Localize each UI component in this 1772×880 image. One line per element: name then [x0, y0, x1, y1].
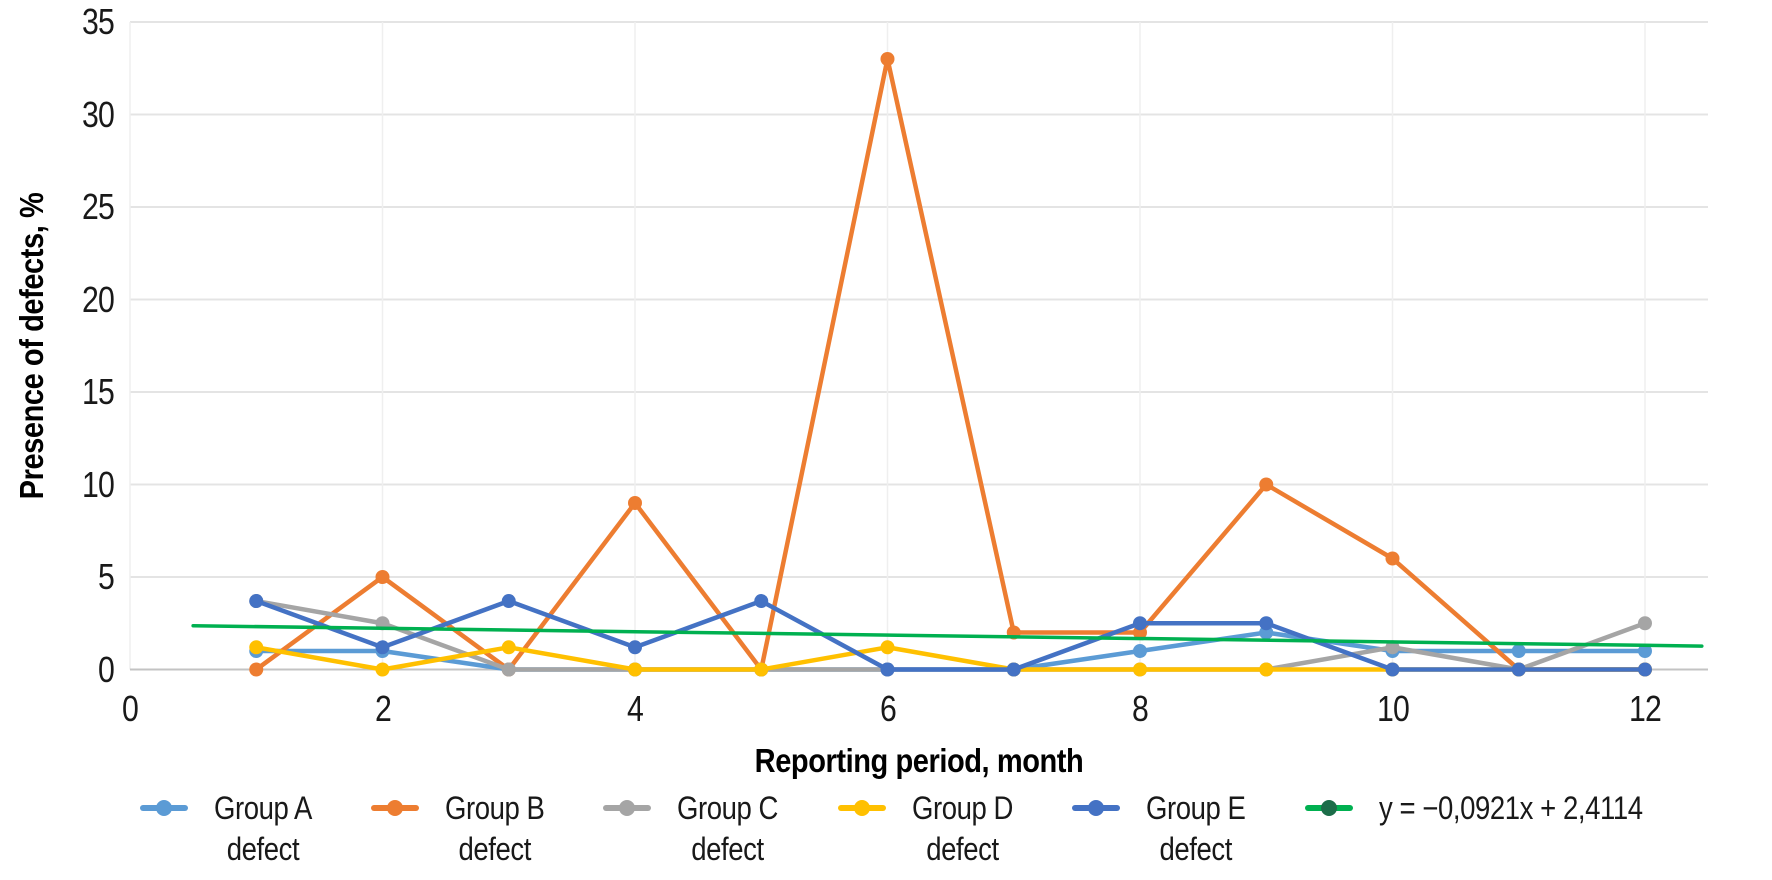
- data-point-marker: [1511, 662, 1526, 677]
- legend-item-group-b: Group B defect: [370, 788, 561, 870]
- trendline-marker-icon: [1304, 800, 1353, 816]
- data-point-marker: [1259, 477, 1274, 492]
- legend-item-group-d: Group D defect: [837, 788, 1029, 870]
- legend-label: Group C: [677, 790, 779, 826]
- x-tick-label: 0: [122, 688, 139, 729]
- data-point-marker: [628, 662, 642, 677]
- data-point-marker: [754, 594, 769, 609]
- data-point-marker: [880, 52, 895, 66]
- legend-label-line2: defect: [925, 831, 999, 867]
- legend-label-line2: defect: [1159, 831, 1232, 867]
- x-tick-label: 2: [374, 688, 392, 729]
- group-c-line-marker-icon: [603, 800, 652, 816]
- data-point-marker: [375, 570, 390, 584]
- data-point-marker: [754, 662, 769, 677]
- legend-item-group-e: Group E defect: [1071, 788, 1262, 870]
- x-tick-label: 6: [879, 688, 897, 729]
- y-tick-label: 35: [82, 1, 115, 42]
- group-e-line-marker-icon: [1071, 800, 1120, 816]
- y-tick-label: 15: [82, 371, 115, 412]
- legend-label: Group D: [911, 790, 1013, 826]
- y-tick-label: 5: [98, 556, 115, 597]
- y-tick-label: 30: [82, 93, 115, 135]
- y-axis-title: Presence of defects, %: [13, 192, 50, 500]
- data-point-marker: [1385, 662, 1400, 677]
- data-point-marker: [1638, 662, 1652, 677]
- legend-label: Group A: [214, 790, 312, 826]
- data-point-marker: [880, 662, 895, 677]
- data-point-marker: [501, 662, 516, 677]
- data-point-marker: [1133, 662, 1147, 677]
- y-tick-label: 25: [82, 186, 115, 227]
- data-point-marker: [501, 594, 516, 609]
- data-point-marker: [1385, 551, 1400, 566]
- data-point-marker: [249, 640, 264, 655]
- legend-label: Group B: [444, 790, 545, 826]
- legend-label-line2: defect: [226, 831, 300, 867]
- data-point-marker: [1133, 644, 1147, 658]
- legend-label-line2: defect: [458, 831, 531, 867]
- x-tick-label: 10: [1376, 688, 1410, 729]
- series-line-2: [254, 56, 1648, 672]
- data-point-marker: [1259, 662, 1274, 677]
- data-point-marker: [880, 640, 895, 655]
- data-point-marker: [628, 496, 642, 510]
- data-point-marker: [1638, 616, 1652, 631]
- data-point-marker: [501, 640, 516, 655]
- data-point-marker: [628, 640, 642, 655]
- data-point-marker: [1006, 662, 1021, 677]
- data-point-marker: [249, 594, 264, 609]
- legend-item-group-c: Group C defect: [603, 788, 794, 870]
- x-tick-label: 4: [627, 688, 644, 729]
- data-point-marker: [1133, 616, 1147, 631]
- legend-label-line2: defect: [691, 831, 765, 867]
- trendline-equation: y = −0,0921x + 2,4114: [1378, 790, 1643, 826]
- group-d-line-marker-icon: [837, 800, 886, 816]
- data-point-marker: [375, 640, 390, 655]
- legend: Group A defect Group B defect Group C defec…: [140, 788, 1685, 870]
- group-b-line-marker-icon: [370, 800, 419, 816]
- data-point-marker: [1511, 644, 1526, 658]
- data-point-marker: [249, 662, 264, 677]
- data-point-marker: [375, 662, 390, 677]
- x-tick-label: 8: [1132, 688, 1149, 729]
- legend-item-trendline: y = −0,0921x + 2,4114: [1304, 788, 1686, 829]
- trend-line: [191, 623, 1704, 648]
- legend-item-group-a: Group A defect: [140, 788, 328, 870]
- data-point-marker: [1385, 640, 1400, 655]
- series-line-5: [254, 598, 1648, 672]
- x-tick-label: 12: [1629, 688, 1662, 729]
- group-a-line-marker-icon: [140, 800, 188, 816]
- legend-label: Group E: [1145, 790, 1246, 826]
- x-axis-title: Reporting period, month: [754, 742, 1084, 779]
- y-tick-label: 0: [98, 648, 115, 690]
- data-point-marker: [1259, 616, 1274, 631]
- data-point-marker: [1638, 644, 1652, 658]
- y-tick-label: 10: [82, 463, 115, 505]
- y-tick-label: 20: [82, 278, 115, 320]
